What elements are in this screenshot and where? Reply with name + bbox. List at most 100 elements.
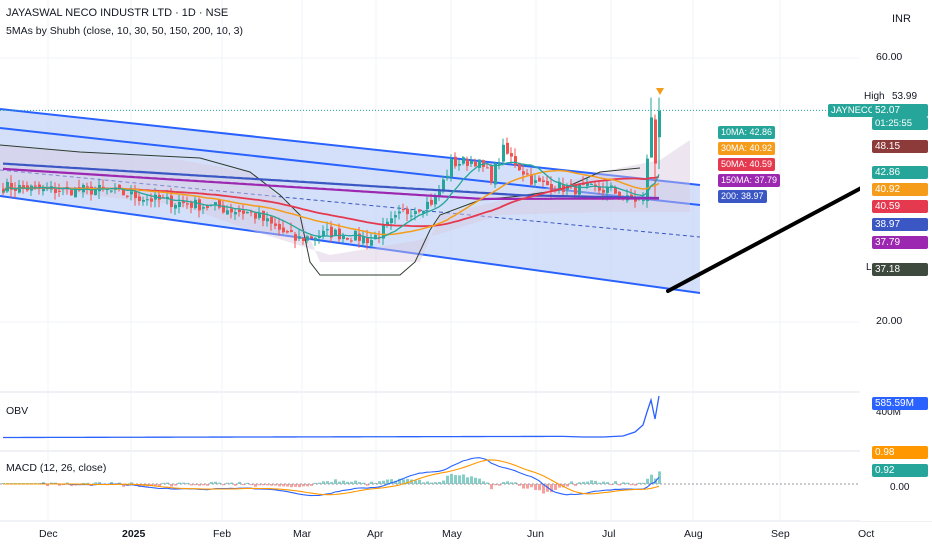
candle-body [350,240,353,242]
candle-body [654,119,657,164]
macd-histogram-bar [246,482,249,484]
macd-histogram-bar [586,481,589,484]
ma-label: 10MA: 42.86 [718,126,776,139]
macd-histogram-bar [642,482,645,484]
macd-signal-line [3,459,660,496]
macd-histogram-bar [438,482,441,484]
indicator-legend[interactable]: 5MAs by Shubh (close, 10, 30, 50, 150, 2… [6,25,243,37]
candle-body [434,197,437,205]
macd-histogram-bar [542,484,545,494]
macd-histogram-bar [406,478,409,484]
macd-histogram-bar [454,475,457,484]
candle-body [218,200,221,208]
candle-body [74,187,77,198]
candle-body [58,190,61,192]
candle-body [42,187,45,192]
macd-histogram-bar [282,484,285,487]
macd-histogram-bar [346,481,349,484]
macd-histogram-bar [614,481,617,484]
candle-body [174,204,177,209]
candle-body [22,185,25,188]
candle-body [394,215,397,218]
macd-histogram-bar [186,482,189,484]
candle-body [290,230,293,232]
macd-histogram-bar [214,481,217,484]
candle-body [650,117,653,158]
macd-histogram-bar [626,482,629,484]
macd-histogram-bar [394,480,397,484]
macd-histogram-bar [502,481,505,484]
candle-body [54,188,57,194]
last-price-badge: 52.07 [872,104,928,118]
macd-histogram-bar [358,482,361,484]
macd-histogram-bar [634,484,637,486]
price-axis-badge: 37.79 [872,236,928,249]
macd-histogram-bar [442,480,445,484]
currency-label: INR [892,13,911,25]
candle-body [346,237,349,240]
time-tick-label: May [442,528,462,540]
candle-body [38,184,41,189]
candle-body [146,199,149,201]
macd-histogram-bar [486,482,489,484]
macd-histogram-bar [458,475,461,484]
candle-body [230,208,233,213]
candle-body [122,189,125,196]
candle-body [458,163,461,166]
macd-histogram-bar [362,482,365,484]
macd-histogram-bar [622,482,625,484]
price-axis-badge: 38.97 [872,218,928,231]
candle-body [606,187,609,193]
candle-body [578,184,581,195]
candle-body [362,236,365,244]
candle-body [398,211,401,214]
macd-histogram-bar [510,482,513,484]
candle-body [254,213,257,219]
candle-body [326,229,329,231]
ma-label: 30MA: 40.92 [718,142,776,155]
macd-histogram-bar [182,482,185,484]
candle-body [222,205,225,213]
candle-body [238,209,241,213]
macd-histogram-bar [98,482,101,484]
ma150-line [2,167,659,201]
candle-body [170,195,173,208]
macd-histogram-bar [162,482,165,484]
macd-histogram-bar [606,482,609,484]
macd-histogram-bar [550,484,553,493]
candle-body [306,236,309,241]
candle-body [10,182,13,190]
candle-body [186,203,189,205]
candle-body [538,177,541,182]
candle-body [534,180,537,183]
macd-histogram-bar [478,478,481,484]
candle-body [442,179,445,192]
channel-inner-line [0,127,701,206]
macd-histogram-bar [398,478,401,484]
candle-body [518,162,521,171]
obv-value-badge: 585.59M [872,397,928,410]
macd-histogram-bar [158,484,161,487]
candle-body [406,208,409,215]
signal-marker [656,88,664,95]
time-tick-label: Jul [602,528,616,540]
macd-histogram-bar [166,482,169,484]
candle-body [286,231,289,233]
candle-body [130,191,133,195]
candle-body [466,159,469,166]
candle-body [546,181,549,186]
candle-body [310,236,313,239]
macd-histogram-bar [178,482,181,484]
macd-histogram-bar [598,482,601,484]
ma-label: 50MA: 40.59 [718,158,776,171]
macd-histogram-bar [534,484,537,490]
candle-body [366,237,369,244]
candle-body [438,190,441,197]
candle-body [138,196,141,201]
price-axis-badge: 37.18 [872,263,928,276]
candle-body [514,156,517,166]
candle-body [282,227,285,233]
macd-histogram-bar [198,484,201,486]
